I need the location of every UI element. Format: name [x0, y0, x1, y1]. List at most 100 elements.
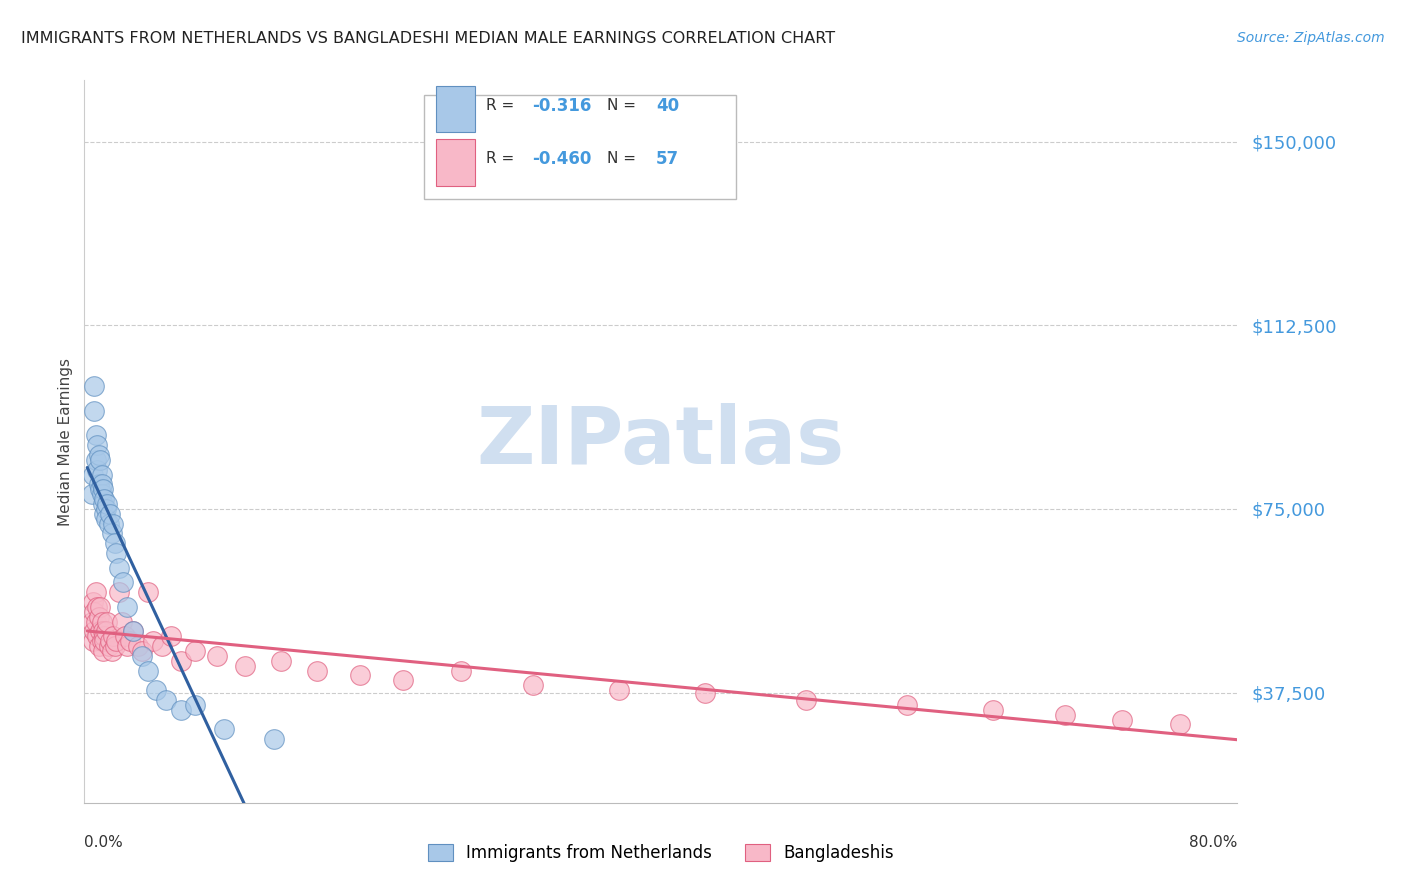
Point — [93, 634, 115, 648]
Point — [114, 629, 136, 643]
Point — [150, 639, 173, 653]
Point — [111, 615, 134, 629]
Point — [89, 483, 111, 497]
Point — [112, 575, 135, 590]
Point — [1053, 707, 1076, 722]
Point — [392, 673, 415, 688]
Text: N =: N = — [606, 152, 641, 167]
Point — [136, 585, 159, 599]
Point — [83, 404, 105, 418]
Point — [100, 644, 122, 658]
Point — [84, 428, 107, 442]
Point — [159, 629, 181, 643]
Point — [94, 511, 117, 525]
Point — [90, 615, 112, 629]
Text: -0.316: -0.316 — [531, 96, 591, 114]
Point — [82, 595, 104, 609]
Point — [80, 615, 103, 629]
Point — [235, 658, 257, 673]
Point — [90, 634, 112, 648]
Text: Source: ZipAtlas.com: Source: ZipAtlas.com — [1237, 31, 1385, 45]
Point — [100, 526, 122, 541]
Point — [205, 648, 228, 663]
Point — [98, 634, 121, 648]
Point — [90, 487, 112, 501]
Point — [94, 624, 117, 639]
FancyBboxPatch shape — [436, 86, 475, 132]
Point — [83, 605, 105, 619]
Point — [91, 497, 114, 511]
Text: 40: 40 — [657, 96, 679, 114]
Point — [91, 483, 114, 497]
Point — [155, 693, 177, 707]
Point — [93, 492, 115, 507]
Y-axis label: Median Male Earnings: Median Male Earnings — [58, 358, 73, 525]
Point — [91, 624, 114, 639]
Point — [101, 629, 124, 643]
Point — [896, 698, 918, 712]
Point — [131, 648, 153, 663]
FancyBboxPatch shape — [436, 139, 475, 186]
Text: ZIPatlas: ZIPatlas — [477, 402, 845, 481]
Point — [170, 654, 193, 668]
Point — [142, 634, 165, 648]
Point — [93, 507, 115, 521]
Text: R =: R = — [485, 152, 519, 167]
Point — [82, 467, 104, 482]
Point — [84, 615, 107, 629]
Point — [90, 467, 112, 482]
Legend: Immigrants from Netherlands, Bangladeshis: Immigrants from Netherlands, Bangladeshi… — [419, 836, 903, 871]
Point — [87, 609, 110, 624]
Point — [87, 477, 110, 491]
Point — [101, 516, 124, 531]
Point — [89, 624, 111, 639]
Point — [145, 683, 167, 698]
Text: N =: N = — [606, 98, 641, 113]
Text: 80.0%: 80.0% — [1189, 835, 1237, 850]
Point — [607, 683, 630, 698]
Point — [349, 668, 371, 682]
Text: 0.0%: 0.0% — [84, 835, 124, 850]
Point — [86, 599, 108, 614]
Point — [89, 453, 111, 467]
Point — [87, 639, 110, 653]
Point — [94, 502, 117, 516]
Point — [270, 654, 292, 668]
Point — [80, 487, 103, 501]
Text: -0.460: -0.460 — [531, 150, 591, 168]
Point — [263, 732, 285, 747]
Point — [1168, 717, 1191, 731]
Point — [170, 703, 193, 717]
Point — [117, 639, 139, 653]
Point — [97, 639, 120, 653]
Point — [86, 463, 108, 477]
Point — [1111, 713, 1133, 727]
Point — [87, 448, 110, 462]
Point — [96, 497, 118, 511]
Point — [103, 536, 125, 550]
Point — [117, 599, 139, 614]
Point — [120, 634, 142, 648]
Text: R =: R = — [485, 98, 519, 113]
Point — [97, 516, 120, 531]
Point — [83, 379, 105, 393]
Point — [307, 664, 329, 678]
Text: 57: 57 — [657, 150, 679, 168]
Point — [794, 693, 817, 707]
Point — [90, 477, 112, 491]
Point — [131, 644, 153, 658]
Point — [91, 644, 114, 658]
Point — [104, 634, 127, 648]
Point — [122, 624, 145, 639]
Point — [104, 546, 127, 560]
Text: IMMIGRANTS FROM NETHERLANDS VS BANGLADESHI MEDIAN MALE EARNINGS CORRELATION CHAR: IMMIGRANTS FROM NETHERLANDS VS BANGLADES… — [21, 31, 835, 46]
Point — [184, 698, 207, 712]
Point — [981, 703, 1004, 717]
Point — [96, 615, 118, 629]
Point — [89, 599, 111, 614]
Point — [127, 639, 149, 653]
Point — [695, 685, 717, 699]
Point — [103, 639, 125, 653]
Point — [450, 664, 472, 678]
Point — [122, 624, 145, 639]
